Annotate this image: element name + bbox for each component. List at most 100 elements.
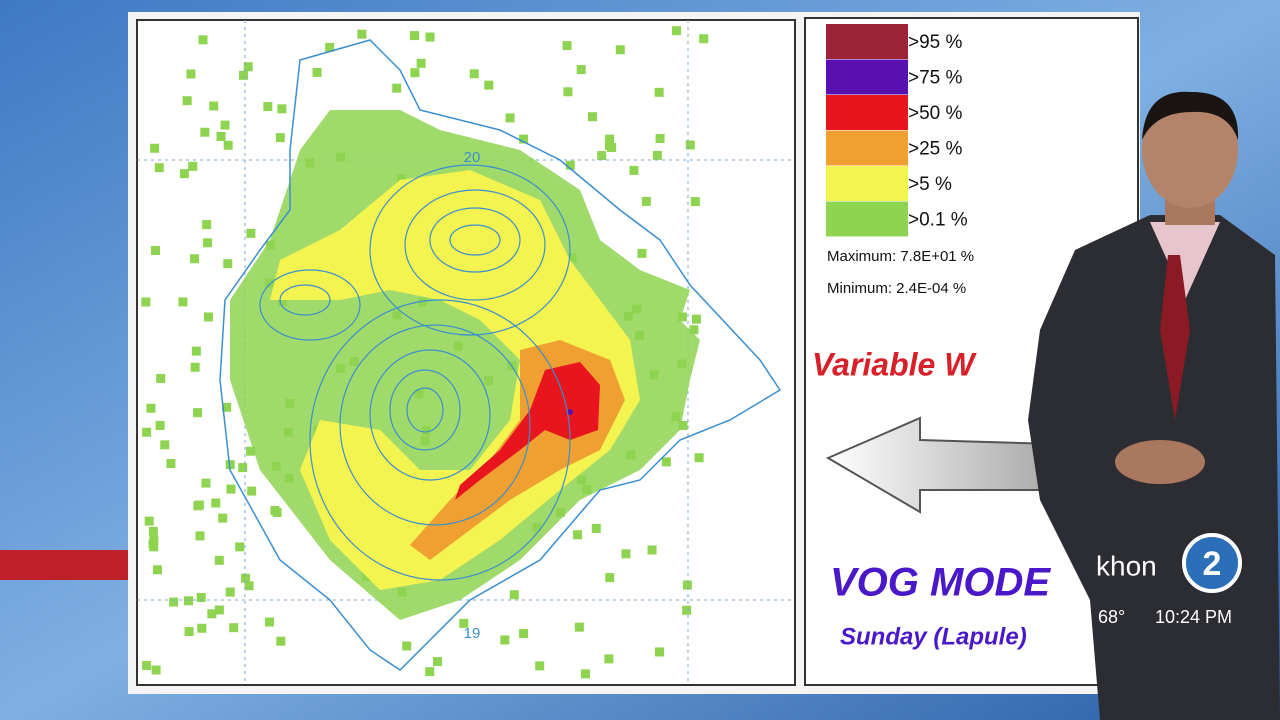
cell	[682, 605, 692, 615]
legend-label: >0.1 %	[908, 210, 968, 231]
model-subtitle: Sunday (Lapule)	[840, 623, 1027, 650]
cell	[222, 402, 232, 412]
cell	[652, 150, 662, 160]
plume-peak	[567, 409, 573, 415]
cell	[223, 259, 233, 269]
legend-swatch	[826, 59, 908, 95]
cell	[597, 151, 607, 161]
plume-yellow	[270, 170, 640, 590]
cell	[160, 440, 170, 450]
cell	[469, 69, 479, 79]
cell	[562, 41, 572, 51]
cell	[246, 228, 256, 238]
cell	[694, 453, 704, 463]
cell	[156, 373, 166, 383]
cell	[655, 647, 665, 657]
cell	[615, 45, 625, 55]
cell	[169, 597, 179, 607]
cell	[247, 486, 257, 496]
cell	[146, 403, 156, 413]
cell	[416, 58, 426, 68]
cell	[484, 80, 494, 90]
cell	[209, 101, 219, 111]
cell	[535, 661, 545, 671]
cell	[194, 500, 204, 510]
cell	[197, 623, 207, 633]
cell	[591, 523, 601, 533]
cell	[410, 68, 420, 78]
cell	[182, 96, 192, 106]
cell	[641, 196, 651, 206]
cell	[203, 238, 213, 248]
cell	[629, 165, 639, 175]
cell	[689, 325, 699, 335]
cell	[154, 163, 164, 173]
cell	[685, 140, 695, 150]
cell	[223, 140, 233, 150]
island-coastline	[219, 39, 782, 671]
cell	[142, 427, 152, 437]
cell	[202, 220, 212, 230]
cell	[677, 312, 687, 322]
cell	[229, 623, 239, 633]
cell	[246, 446, 256, 456]
cell	[604, 654, 614, 664]
cell	[190, 362, 200, 372]
cell	[690, 197, 700, 207]
cell	[218, 513, 228, 523]
legend-label: >50 %	[908, 103, 963, 124]
cell	[241, 573, 251, 583]
cell	[198, 35, 208, 45]
cell	[505, 113, 515, 123]
cell	[200, 127, 210, 137]
legend-label: >5 %	[908, 174, 952, 195]
cell	[207, 609, 217, 619]
cell	[325, 42, 335, 52]
cell	[190, 254, 200, 264]
cell	[141, 297, 151, 307]
cell	[244, 581, 254, 591]
cell	[188, 161, 198, 171]
cell	[402, 641, 412, 651]
cell	[459, 618, 469, 628]
cell	[605, 134, 615, 144]
station-bug: khon 2 68° 10:24 PM	[1096, 533, 1242, 627]
station-channel: 2	[1203, 545, 1222, 583]
temperature: 68°	[1098, 607, 1125, 627]
cell	[607, 142, 617, 152]
cell	[432, 657, 442, 667]
cell	[179, 169, 189, 179]
cell	[195, 531, 205, 541]
cell	[150, 143, 160, 153]
cell	[661, 457, 671, 467]
station-logo: khon	[1096, 550, 1157, 581]
cell	[184, 627, 194, 637]
cell	[275, 133, 285, 143]
cell	[654, 87, 664, 97]
legend-label: >95 %	[908, 32, 963, 53]
cell	[150, 245, 160, 255]
clock: 10:24 PM	[1155, 607, 1232, 627]
cell	[565, 160, 575, 170]
cell	[243, 62, 253, 72]
cell	[691, 314, 701, 324]
wind-label: Variable W	[812, 346, 977, 382]
cell	[178, 297, 188, 307]
cell	[647, 545, 657, 555]
cell	[655, 134, 665, 144]
cell	[186, 69, 196, 79]
cell	[276, 636, 286, 646]
legend-swatch	[826, 130, 908, 166]
model-title: VOG MODE	[830, 561, 1051, 605]
contour-label: 19	[464, 625, 481, 642]
cell	[500, 635, 510, 645]
cell	[637, 248, 647, 258]
cell	[203, 312, 213, 322]
legend: >95 % >75 % >50 % >25 % >5 % >0.1 %	[826, 24, 968, 237]
cell	[699, 34, 709, 44]
cell	[270, 505, 280, 515]
legend-swatch	[826, 166, 908, 201]
legend-swatch	[826, 24, 908, 59]
cell	[196, 592, 206, 602]
legend-label: >25 %	[908, 139, 963, 160]
